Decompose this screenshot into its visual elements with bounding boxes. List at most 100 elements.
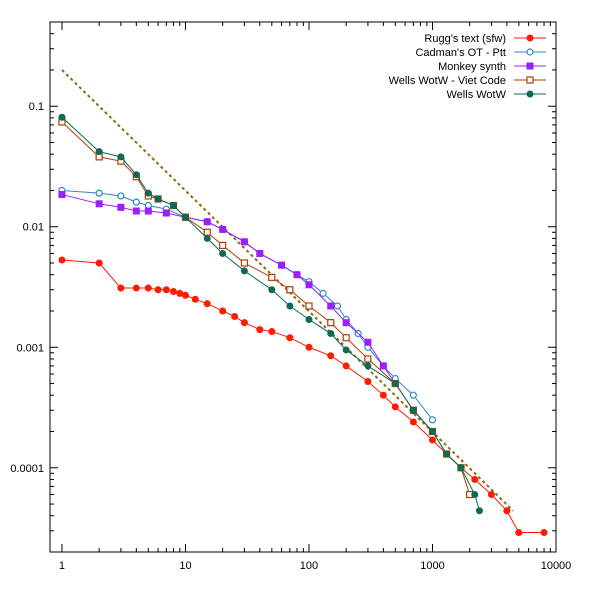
series-0-point [391, 403, 399, 411]
series-1-point [319, 289, 327, 297]
series-0-point [305, 343, 313, 351]
series-0-point [95, 259, 103, 267]
series-0-point [162, 286, 170, 294]
legend-entry: Cadman's OT - Ptt [415, 47, 546, 59]
series-0-point [117, 284, 125, 292]
series-0-point [342, 362, 350, 370]
series-3-point [286, 286, 294, 294]
legend-entry: Rugg's text (sfw) [424, 33, 546, 45]
series-0-point [154, 286, 162, 294]
series-0-point [176, 289, 184, 297]
series-2 [58, 191, 399, 388]
series-0-point [471, 475, 479, 483]
series-layer [58, 113, 548, 537]
series-2-point [240, 238, 248, 246]
series-4-point [240, 267, 248, 275]
series-0-point [268, 328, 276, 336]
series-2-point [256, 249, 264, 257]
series-4-point [170, 202, 178, 210]
series-4-point [327, 330, 335, 338]
legend-swatch-point [526, 76, 534, 84]
series-3-point [219, 241, 227, 250]
series-0-point [132, 284, 140, 292]
series-0-point [58, 256, 66, 264]
series-4-point [443, 450, 451, 458]
series-0-point [487, 491, 495, 499]
series-4-point [154, 195, 162, 203]
series-2-point [305, 281, 313, 289]
series-4-line [61, 116, 480, 511]
series-1-point [333, 302, 342, 310]
x-tick-label: 10000 [541, 560, 572, 572]
series-4-point [364, 362, 372, 370]
legend-swatch-point [526, 34, 534, 42]
series-0-point [379, 391, 387, 399]
legend-swatch-point [526, 48, 534, 56]
series-2-point [58, 191, 66, 199]
series-4-point [342, 346, 350, 354]
series-4-point [475, 507, 483, 515]
legend-label: Wells WotW - Viet Code [389, 75, 506, 87]
legend-entry: Wells WotW [447, 89, 546, 101]
series-2-point [379, 362, 387, 370]
series-4-point [203, 234, 211, 242]
series-1-point [117, 192, 125, 200]
series-1-point [409, 391, 417, 399]
series-4-point [95, 148, 103, 156]
series-0-point [286, 334, 294, 342]
legend-label: Monkey synth [438, 61, 506, 73]
series-2-point [327, 302, 335, 310]
series-2-point [95, 200, 103, 208]
series-0-point [540, 529, 548, 537]
series-4-point [132, 171, 140, 179]
series-2-point [162, 209, 170, 217]
series-3-point [305, 302, 313, 310]
series-4-point [391, 380, 399, 388]
series-4-point [219, 249, 227, 257]
series-0-point [181, 291, 189, 299]
series-3-point [240, 259, 249, 267]
series-4-point [409, 406, 417, 414]
series-4-point [286, 302, 294, 310]
series-0-point [231, 312, 239, 320]
axes-layer: 1 10 100 1000 10000 0.1 0.01 0.001 0.0001 [10, 21, 572, 572]
series-3-point [327, 319, 335, 327]
series-2-point [342, 319, 350, 327]
series-2-point [278, 261, 286, 269]
y-tick-label: 0.1 [29, 101, 44, 113]
series-2-point [117, 203, 125, 211]
legend-entry: Monkey synth [438, 61, 546, 73]
series-2-point [132, 207, 140, 215]
series-0-point [170, 288, 178, 296]
y-tick-label: 0.01 [23, 222, 44, 234]
series-4-point [471, 491, 479, 499]
series-0-point [503, 507, 511, 515]
series-4 [58, 113, 483, 515]
series-4-point [144, 189, 152, 197]
series-4-point [457, 464, 465, 472]
legend-swatch-point [526, 62, 534, 70]
x-tick-label: 1000 [420, 560, 444, 572]
series-3-point [342, 334, 350, 342]
series-0-point [240, 319, 248, 327]
x-tick-label: 10 [179, 560, 191, 572]
x-tick-label: 1 [59, 560, 65, 572]
series-4-point [117, 153, 125, 161]
legend-entry: Wells WotW - Viet Code [389, 75, 546, 87]
series-3-point [203, 228, 211, 236]
series-1-point [132, 198, 140, 206]
series-2-point [219, 225, 227, 233]
legend-label: Cadman's OT - Ptt [415, 47, 506, 59]
series-0-point [428, 436, 436, 444]
series-3-point [268, 273, 276, 281]
series-0-point [327, 352, 335, 360]
series-1-point [428, 416, 437, 424]
series-0-point [515, 529, 523, 537]
series-0-point [203, 300, 211, 308]
series-2-point [364, 338, 372, 346]
series-4-point [181, 213, 189, 221]
legend-swatch-point [526, 90, 534, 98]
legend-label: Rugg's text (sfw) [424, 33, 506, 45]
